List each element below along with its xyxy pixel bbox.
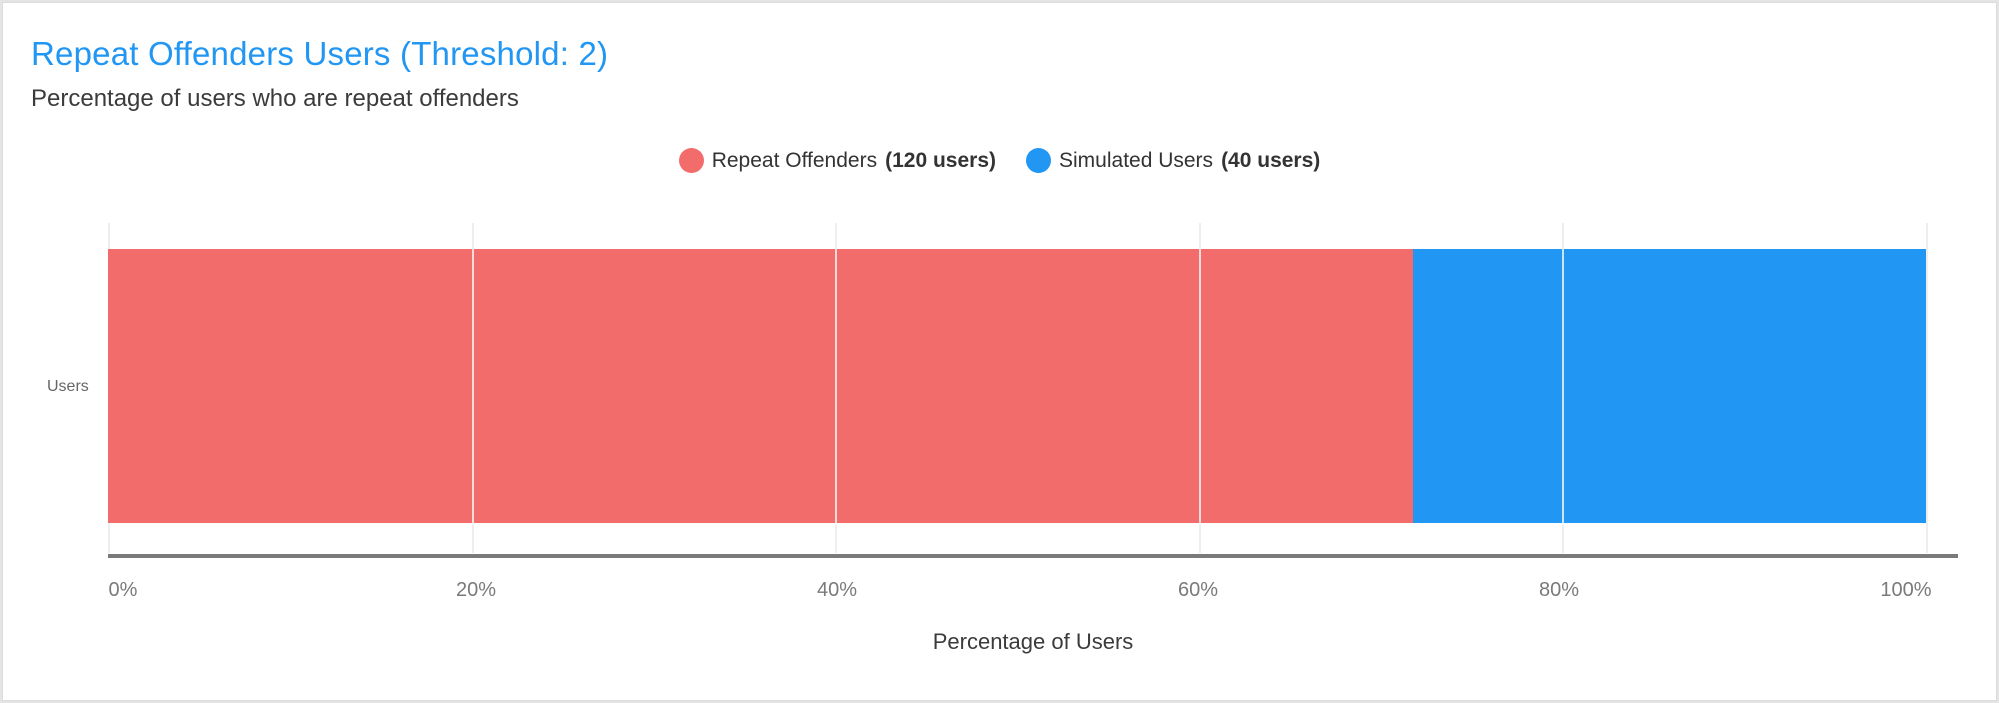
x-axis-line: [108, 554, 1958, 558]
legend-label: Repeat Offenders: [711, 148, 878, 172]
x-tick-label: 20%: [455, 579, 497, 601]
legend-count: (120 users): [885, 148, 996, 172]
plot-area: [108, 223, 1928, 553]
gridline-overlay: [835, 249, 838, 525]
legend-dot-icon: [678, 148, 704, 173]
gridline-overlay: [1562, 249, 1565, 525]
legend-item-repeat-offenders[interactable]: Repeat Offenders (120 users): [678, 148, 996, 173]
bar-simulated-users[interactable]: [1413, 249, 1926, 523]
x-tick-label: 60%: [1177, 579, 1219, 601]
chart-subtitle: Percentage of users who are repeat offen…: [31, 85, 519, 112]
x-tick-label: 100%: [1880, 579, 1932, 601]
legend: Repeat Offenders (120 users) Simulated U…: [3, 148, 1996, 173]
legend-count: (40 users): [1221, 148, 1321, 172]
y-category-label: Users: [47, 378, 89, 395]
gridline-overlay: [1198, 249, 1201, 525]
x-tick-label: 40%: [816, 579, 858, 601]
gridline-overlay: [471, 249, 474, 525]
legend-item-simulated-users[interactable]: Simulated Users (40 users): [1026, 148, 1320, 173]
bar-repeat-offenders[interactable]: [108, 249, 1414, 523]
legend-label: Simulated Users: [1059, 148, 1214, 172]
x-tick-label: 0%: [108, 579, 138, 601]
legend-dot-icon: [1026, 148, 1051, 173]
x-tick-label: 80%: [1538, 579, 1580, 601]
gridline: [1926, 223, 1928, 553]
x-axis-title: Percentage of Users: [932, 629, 1134, 654]
chart-title: Repeat Offenders Users (Threshold: 2): [31, 35, 609, 72]
